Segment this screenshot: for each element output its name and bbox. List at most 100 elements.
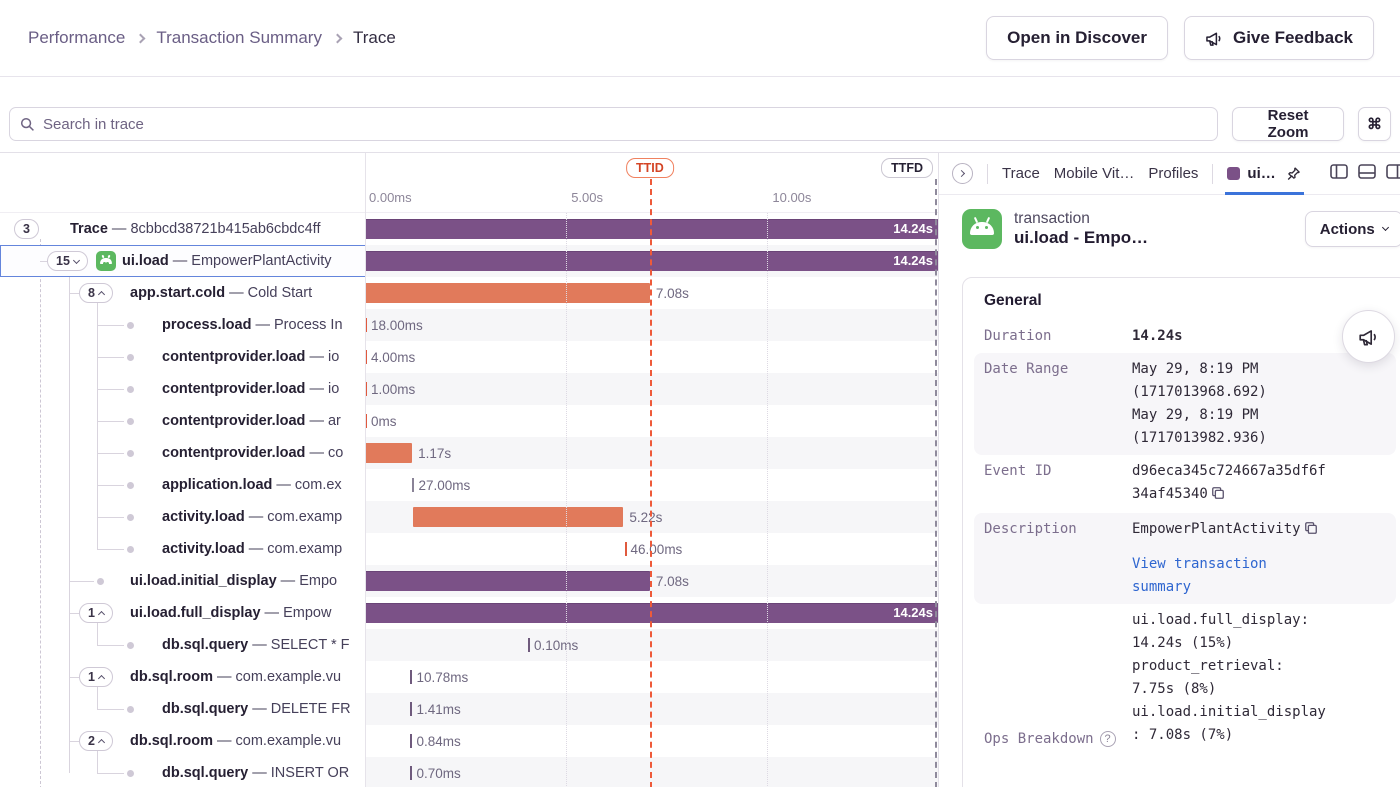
trace-row-contentprovider.load[interactable]: contentprovider.load — co 1.17s: [0, 437, 938, 469]
field-label: Date Range: [984, 361, 1069, 377]
span-name-cell[interactable]: 15 ui.load — EmpowerPlantActivity: [0, 245, 365, 277]
span-count-badge[interactable]: 1: [79, 603, 113, 623]
span-name-cell[interactable]: contentprovider.load — ar: [0, 405, 365, 437]
trace-row-ui.load.initial_display[interactable]: ui.load.initial_display — Empo 7.08s: [0, 565, 938, 597]
span-name-cell[interactable]: 8 app.start.cold — Cold Start: [0, 277, 365, 309]
dock-right-icon[interactable]: [1385, 163, 1400, 184]
span-duration-label: 14.24s: [893, 253, 933, 268]
span-duration-bar[interactable]: [365, 571, 650, 591]
reset-zoom-button[interactable]: Reset Zoom: [1232, 107, 1345, 141]
span-tick[interactable]: [365, 350, 367, 364]
trace-row-Trace[interactable]: 3 Trace — 8cbbcd38721b415ab6cbdc4ff 14.24s: [0, 213, 938, 245]
span-name-cell[interactable]: activity.load — com.examp: [0, 533, 365, 565]
span-tick[interactable]: [410, 670, 413, 684]
span-name-cell[interactable]: db.sql.query — DELETE FR: [0, 693, 365, 725]
shortcut-button[interactable]: ⌘: [1358, 107, 1391, 141]
span-name-cell[interactable]: 1 ui.load.full_display — Empow: [0, 597, 365, 629]
help-icon[interactable]: ?: [1099, 731, 1116, 747]
command-key-icon: ⌘: [1367, 116, 1383, 133]
span-name-cell[interactable]: db.sql.query — INSERT OR: [0, 757, 365, 787]
span-name-cell[interactable]: 3 Trace — 8cbbcd38721b415ab6cbdc4ff: [0, 213, 365, 245]
span-tick[interactable]: [365, 414, 367, 428]
span-duration-label: 5.22s: [629, 510, 663, 525]
dock-bottom-icon[interactable]: [1357, 163, 1376, 184]
span-tick[interactable]: [365, 382, 367, 396]
span-duration-bar[interactable]: [365, 251, 938, 271]
trace-row-ui.load[interactable]: 15 ui.load — EmpowerPlantActivity 14.24s: [0, 245, 938, 277]
span-tick[interactable]: [624, 542, 627, 556]
trace-row-contentprovider.load[interactable]: contentprovider.load — io 4.00ms: [0, 341, 938, 373]
trace-row-db.sql.room[interactable]: 1 db.sql.room — com.example.vu 10.78ms: [0, 661, 938, 693]
drawer-tab-trace[interactable]: Trace: [1002, 165, 1040, 182]
span-name-cell[interactable]: db.sql.query — SELECT * F: [0, 629, 365, 661]
span-name-cell[interactable]: contentprovider.load — co: [0, 437, 365, 469]
drawer-tab-profiles[interactable]: Profiles: [1148, 165, 1199, 182]
breadcrumb-separator-icon: [135, 33, 146, 44]
give-feedback-button[interactable]: Give Feedback: [1183, 16, 1374, 60]
trace-row-db.sql.query[interactable]: db.sql.query — DELETE FR 1.41ms: [0, 693, 938, 725]
span-duration-bar[interactable]: [365, 219, 938, 239]
span-count-badge[interactable]: 8: [79, 283, 113, 303]
span-bar-cell: 0.10ms: [365, 629, 938, 661]
span-tick[interactable]: [527, 638, 530, 652]
trace-row-contentprovider.load[interactable]: contentprovider.load — ar 0ms: [0, 405, 938, 437]
pin-icon[interactable]: [1285, 165, 1302, 182]
search-input[interactable]: [43, 115, 1207, 133]
dock-left-icon[interactable]: [1329, 163, 1348, 184]
chevron-down-icon: [1381, 223, 1389, 232]
drawer-tab-mobilevit[interactable]: Mobile Vit…: [1053, 165, 1135, 182]
leaf-dot-icon: [97, 578, 104, 585]
copy-icon[interactable]: [1304, 520, 1318, 543]
breadcrumb-item-performance[interactable]: Performance: [28, 28, 126, 47]
copy-icon[interactable]: [1211, 485, 1225, 508]
tree-connector: [97, 357, 124, 358]
search-icon: [20, 117, 35, 132]
floating-feedback-button[interactable]: [1342, 310, 1395, 363]
trace-row-app.start.cold[interactable]: 8 app.start.cold — Cold Start 7.08s: [0, 277, 938, 309]
span-count-badge[interactable]: 3: [14, 219, 39, 239]
expand-drawer-icon[interactable]: [952, 163, 973, 184]
span-duration-bar[interactable]: [413, 507, 624, 527]
span-name-cell[interactable]: contentprovider.load — io: [0, 373, 365, 405]
breadcrumb-item-transaction-summary[interactable]: Transaction Summary: [156, 28, 322, 47]
trace-row-contentprovider.load[interactable]: contentprovider.load — io 1.00ms: [0, 373, 938, 405]
span-count-badge[interactable]: 15: [47, 251, 88, 271]
span-name-cell[interactable]: application.load — com.ex: [0, 469, 365, 501]
span-tick[interactable]: [410, 766, 413, 780]
trace-row-ui.load.full_display[interactable]: 1 ui.load.full_display — Empow 14.24s: [0, 597, 938, 629]
span-tick[interactable]: [410, 734, 413, 748]
ttfd-badge[interactable]: TTFD: [881, 158, 933, 178]
span-duration-bar[interactable]: [365, 603, 938, 623]
open-in-discover-button[interactable]: Open in Discover: [986, 16, 1168, 60]
trace-row-db.sql.query[interactable]: db.sql.query — INSERT OR 0.70ms: [0, 757, 938, 787]
column-divider[interactable]: [365, 153, 366, 787]
span-name-cell[interactable]: 2 db.sql.room — com.example.vu: [0, 725, 365, 757]
span-tick[interactable]: [412, 478, 415, 492]
ttid-badge[interactable]: TTID: [625, 158, 674, 178]
span-name-cell[interactable]: process.load — Process In: [0, 309, 365, 341]
span-tick[interactable]: [365, 318, 367, 332]
actions-button[interactable]: Actions: [1304, 211, 1400, 247]
span-tick[interactable]: [410, 702, 413, 716]
span-duration-bar[interactable]: [365, 283, 650, 303]
span-duration-bar[interactable]: [365, 443, 413, 463]
trace-row-process.load[interactable]: process.load — Process In 18.00ms: [0, 309, 938, 341]
field-label: Event ID: [984, 463, 1052, 479]
span-name-cell[interactable]: 1 db.sql.room — com.example.vu: [0, 661, 365, 693]
view-transaction-summary-link[interactable]: View transaction summary: [1132, 556, 1267, 595]
span-bar-cell: 14.24s: [365, 597, 938, 629]
span-count-badge[interactable]: 1: [79, 667, 113, 687]
trace-row-application.load[interactable]: application.load — com.ex 27.00ms: [0, 469, 938, 501]
search-box[interactable]: [9, 107, 1218, 141]
trace-row-activity.load[interactable]: activity.load — com.examp 5.22s: [0, 501, 938, 533]
span-name-cell[interactable]: ui.load.initial_display — Empo: [0, 565, 365, 597]
span-name-cell[interactable]: contentprovider.load — io: [0, 341, 365, 373]
trace-row-activity.load[interactable]: activity.load — com.examp 46.00ms: [0, 533, 938, 565]
field-value: EmpowerPlantActivity View transaction sum…: [1132, 518, 1328, 599]
trace-row-db.sql.room[interactable]: 2 db.sql.room — com.example.vu 0.84ms: [0, 725, 938, 757]
span-count-badge[interactable]: 2: [79, 731, 113, 751]
span-name-cell[interactable]: activity.load — com.examp: [0, 501, 365, 533]
drawer-tab-active-span[interactable]: ui…: [1225, 153, 1305, 195]
trace-row-db.sql.query[interactable]: db.sql.query — SELECT * F 0.10ms: [0, 629, 938, 661]
drawer-tabs: Trace Mobile Vit… Profiles ui…: [939, 153, 1400, 195]
